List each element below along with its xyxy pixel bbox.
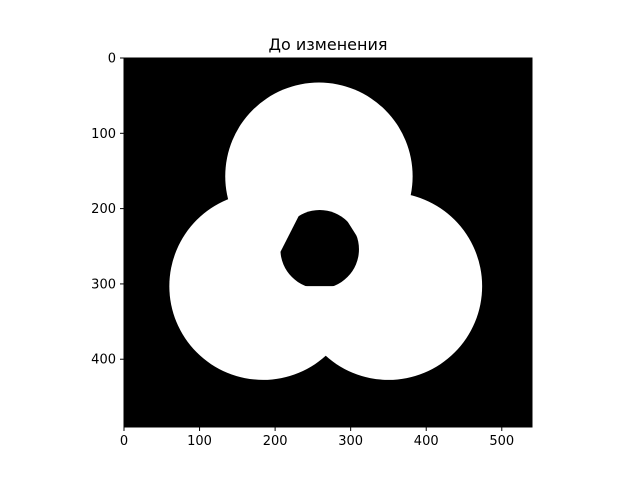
x-tick-label: 500 <box>489 434 514 449</box>
x-tick-label: 100 <box>187 434 212 449</box>
y-tick-label: 300 <box>91 277 116 292</box>
y-tick-label: 200 <box>91 202 116 217</box>
x-tick-label: 0 <box>120 434 128 449</box>
y-tick-label: 100 <box>91 127 116 142</box>
image-area <box>123 57 533 428</box>
x-tick-label: 400 <box>414 434 439 449</box>
x-axis: 0 100 200 300 400 500 <box>120 427 514 449</box>
x-tick-label: 300 <box>338 434 363 449</box>
y-tick-label: 0 <box>108 52 116 67</box>
y-axis: 0 100 200 300 400 <box>91 52 124 368</box>
central-hole <box>280 209 359 287</box>
plot-title: До изменения <box>269 35 388 54</box>
x-tick-label: 200 <box>263 434 288 449</box>
axes-frame <box>123 57 533 428</box>
y-tick-label: 400 <box>91 353 116 368</box>
